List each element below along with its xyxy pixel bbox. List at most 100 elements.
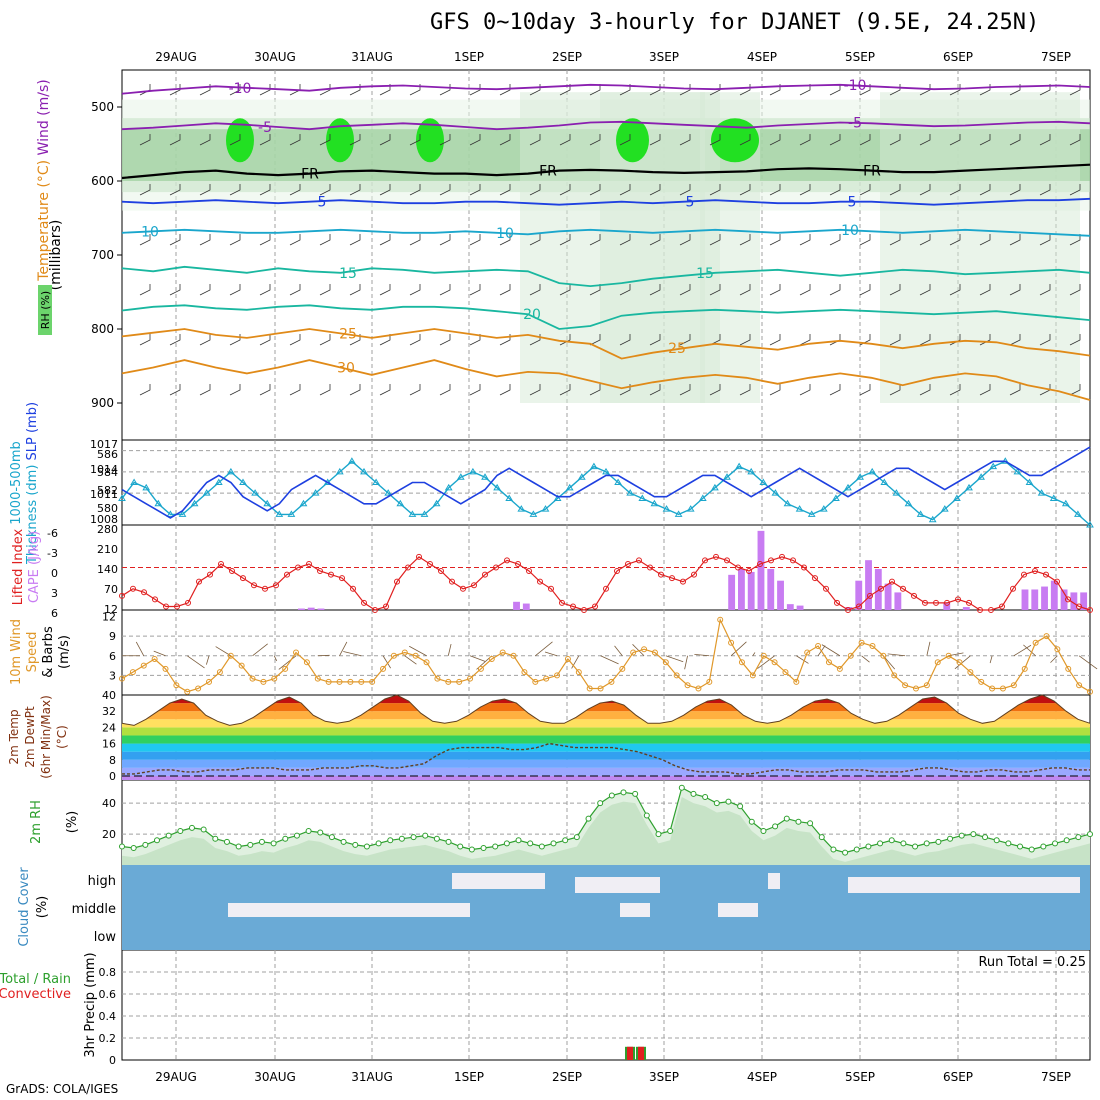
wind-barb [739, 234, 751, 246]
li-marker [768, 557, 774, 564]
precip-convective-bar [627, 1046, 633, 1060]
wind-marker [923, 682, 930, 689]
wind-barb [799, 134, 811, 146]
rh-marker [737, 803, 744, 810]
wind-marker [303, 659, 310, 666]
thickness-marker [420, 510, 429, 517]
wind-marker [728, 639, 735, 646]
wind-barb [949, 334, 961, 346]
temp-ylabel: (6hr Min/Max) [39, 695, 53, 779]
wind-barb [469, 84, 481, 96]
li-marker [570, 603, 576, 610]
run-total-label: Run Total = 0.25 [978, 955, 1086, 970]
li-marker [592, 603, 598, 610]
wind-barb [619, 284, 631, 296]
rh-marker [690, 790, 697, 797]
wind-barb [619, 234, 631, 246]
rh-marker [398, 835, 405, 842]
wind-barb [319, 334, 331, 346]
wind-barb [769, 334, 781, 346]
thickness-marker [807, 510, 816, 517]
wind-barb [679, 284, 691, 296]
wind-barb [679, 134, 691, 146]
wind-barb [799, 184, 811, 196]
wind-barb [409, 134, 421, 146]
rh-marker [772, 823, 779, 830]
li-marker [988, 607, 994, 613]
wind-barb [439, 284, 451, 296]
wind-barb [187, 655, 205, 669]
wind-marker [227, 652, 234, 659]
rh-marker [795, 818, 802, 825]
temp-color-band [122, 711, 1090, 720]
thk-ylabel: 1000-500mb [9, 441, 24, 525]
precip-tick-label: 0 [109, 1054, 116, 1067]
wind-barb [319, 284, 331, 296]
wind-marker [347, 678, 354, 685]
wind-barb [954, 655, 971, 670]
ylabel-thickness: 1000-500mb [9, 441, 24, 525]
rh-marker [142, 841, 149, 848]
thickness-marker [553, 494, 562, 501]
wind-barb [439, 84, 451, 96]
wind-marker [162, 665, 169, 672]
li-marker [779, 553, 785, 560]
cape-bar [522, 603, 530, 610]
isotherm-label: 10 [841, 223, 859, 239]
wind-marker [717, 616, 724, 623]
wind-barb [229, 384, 241, 396]
ylabel-rh: RH (%) [39, 291, 52, 329]
wind-barb [919, 134, 931, 146]
isotherm-5 [121, 197, 1091, 206]
wind-barb [769, 184, 781, 196]
wind-barb [139, 184, 151, 196]
wind-barb [1009, 384, 1021, 396]
wind-barb [861, 655, 870, 663]
li-marker [1043, 571, 1049, 578]
wind-barb [259, 284, 271, 296]
thickness-marker [795, 505, 804, 512]
rh-high-patch [326, 118, 354, 163]
rh-marker [515, 837, 522, 844]
rh-marker [165, 832, 172, 839]
rh-area-mid [122, 797, 1090, 865]
wind-barb [684, 655, 688, 670]
li-marker [317, 568, 323, 575]
wind-barb [409, 645, 427, 657]
wind-barb [349, 134, 361, 146]
wind-barb [535, 641, 553, 657]
wind-barb [379, 234, 391, 246]
wind-marker [793, 678, 800, 685]
rh-marker [655, 831, 662, 838]
wind-marker [1032, 639, 1039, 646]
rh-marker [363, 843, 370, 850]
bottom-date-label: 1SEP [454, 1070, 484, 1084]
wind-marker [358, 678, 365, 685]
panel-frame-thk [121, 439, 1091, 526]
wind-marker [173, 682, 180, 689]
li-marker [174, 603, 180, 610]
thickness-tick-label: 584 [97, 466, 118, 479]
ylabel-wind-line: & Barbs [41, 626, 56, 678]
rh-marker [503, 840, 510, 847]
rh-marker [340, 838, 347, 845]
thickness-marker [239, 478, 247, 485]
ylabel-temp-line: (6hr Min/Max) [39, 695, 53, 779]
wind-barb [529, 134, 541, 146]
ylabel-temp-line: 2m Temp [7, 709, 21, 764]
li-marker [966, 599, 972, 606]
ylabel-wind: Wind (m/s) [36, 79, 52, 155]
rh-marker [1017, 843, 1024, 850]
wind-barb [859, 234, 871, 246]
wind-barb [409, 334, 421, 346]
wind-barb [979, 184, 991, 196]
wind-barb [889, 384, 901, 396]
li-marker [933, 599, 939, 606]
wind-marker [858, 639, 865, 646]
wind-marker [1010, 682, 1017, 689]
wind-marker [945, 652, 952, 659]
thickness-marker [832, 494, 840, 501]
wind-barb [349, 384, 361, 396]
wind-barb [229, 184, 241, 196]
li-marker [119, 592, 125, 599]
